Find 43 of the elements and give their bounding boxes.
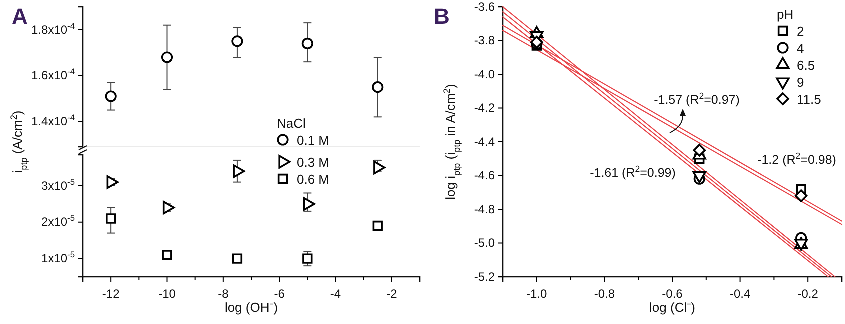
annotation: -1.61 (R$^{2}$=0.99) bbox=[590, 164, 676, 180]
x-tick-label: -4 bbox=[330, 287, 342, 302]
y-tick-label: -5.2 bbox=[474, 270, 496, 284]
x-tick-label: -0.2 bbox=[798, 287, 819, 302]
legend-label: 2 bbox=[797, 24, 804, 39]
legend-title: NaCl bbox=[277, 116, 306, 131]
x-tick-label: -8 bbox=[218, 287, 230, 302]
y-tick-label: -4.2 bbox=[474, 101, 496, 116]
annotation: -1.57 (R$^{2}$=0.97) bbox=[654, 91, 740, 107]
y-tick-label: -4.0 bbox=[474, 67, 496, 82]
x-tick-label: -0.6 bbox=[662, 287, 684, 302]
y-tick-label: 1x10$^{-5}$ bbox=[42, 250, 76, 266]
x-tick-label: -1.0 bbox=[526, 287, 548, 302]
y-tick-label: 1.4x10$^{-4}$ bbox=[32, 112, 76, 129]
y-tick-label: -3.6 bbox=[474, 0, 496, 14]
y-tick-label: -4.6 bbox=[474, 168, 496, 183]
legend-title: pH bbox=[777, 7, 794, 22]
annotation: -1.2 (R$^{2}$=0.98) bbox=[758, 151, 836, 167]
y-tick-label: 2x10$^{-5}$ bbox=[42, 213, 76, 230]
x-tick-label: -12 bbox=[102, 287, 120, 302]
x-tick-label: -10 bbox=[158, 287, 176, 302]
x-tick-label: -2 bbox=[386, 287, 398, 302]
legend-label: 6.5 bbox=[797, 58, 816, 73]
y-tick-label: -4.4 bbox=[474, 134, 496, 149]
legend-label: 0.6 M bbox=[297, 172, 330, 187]
y-tick-label: -5.0 bbox=[474, 236, 496, 250]
chart-title: B bbox=[434, 4, 450, 29]
x-axis-title: log (OH⁻) bbox=[224, 300, 278, 315]
chart-title: A bbox=[12, 4, 28, 29]
y-tick-label: 1.6x10$^{-4}$ bbox=[32, 66, 76, 83]
legend-label: 11.5 bbox=[797, 92, 822, 107]
y-tick-label: 1.8x10$^{-4}$ bbox=[32, 20, 76, 37]
legend-label: 9 bbox=[797, 75, 804, 90]
y-tick-label: -3.8 bbox=[474, 34, 496, 48]
x-tick-label: -0.4 bbox=[730, 287, 751, 302]
x-tick-label: -0.8 bbox=[594, 287, 616, 302]
x-tick-label: -6 bbox=[274, 287, 286, 302]
legend-label: 0.1 M bbox=[297, 133, 330, 148]
y-tick-label: -4.8 bbox=[474, 202, 496, 216]
y-tick-label: 3x10$^{-5}$ bbox=[42, 176, 76, 193]
legend-label: 0.3 M bbox=[297, 155, 330, 170]
legend-label: 4 bbox=[797, 41, 804, 56]
x-axis-title: log (Cl⁻) bbox=[650, 300, 696, 315]
